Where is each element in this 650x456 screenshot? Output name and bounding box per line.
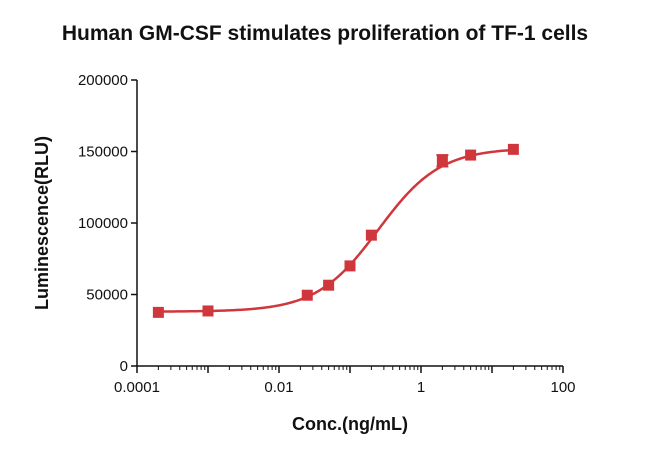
axes-group [131, 79, 564, 373]
data-point [436, 155, 448, 167]
data-point [507, 143, 519, 155]
data-point [152, 306, 164, 318]
y-tick-label: 200000 [78, 72, 128, 89]
x-tick-label: 100 [550, 379, 575, 396]
fit-curve-group [158, 148, 514, 313]
x-tick-label: 0.01 [264, 379, 293, 396]
x-tick-label: 1 [417, 379, 425, 396]
y-tick-label: 50000 [86, 287, 128, 304]
data-point [465, 149, 477, 161]
data-point [202, 305, 214, 317]
axis-labels-group: 0 50000 100000 150000 200000 0.0001 0.01 1 100 Co… [32, 72, 576, 434]
data-point [344, 260, 356, 272]
data-points-group [152, 143, 519, 318]
y-tick-label: 0 [120, 358, 128, 375]
data-point [301, 289, 313, 301]
chart-title: Human GM-CSF stimulates proliferation of… [61, 22, 589, 45]
y-axis-title: Luminescence(RLU) [32, 136, 52, 310]
data-point [365, 229, 377, 241]
data-point [323, 279, 335, 291]
y-tick-label: 100000 [78, 215, 128, 232]
y-tick-label: 150000 [78, 144, 128, 161]
x-axis-title: Conc.(ng/mL) [292, 414, 408, 434]
fit-curve [158, 148, 514, 313]
x-tick-label: 0.0001 [114, 379, 160, 396]
